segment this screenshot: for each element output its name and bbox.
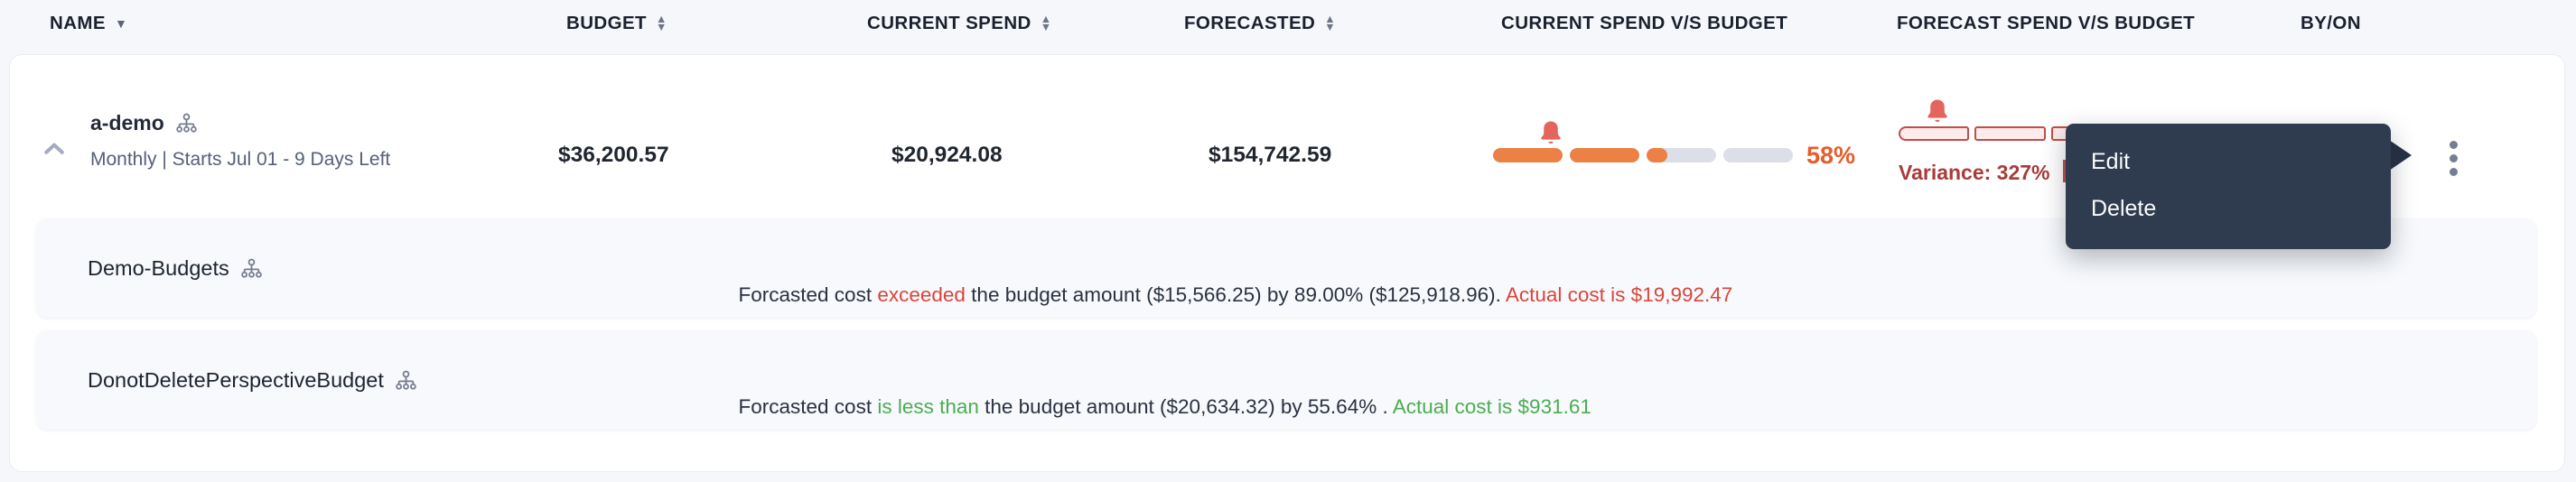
column-header-current-spend-label: CURRENT SPEND — [867, 13, 1031, 33]
progress-segment — [1974, 126, 2046, 141]
sub-budget-row: DonotDeletePerspectiveBudget Forcasted c… — [36, 330, 2536, 430]
column-header-budget[interactable]: BUDGET ▲ ▼ — [566, 12, 667, 35]
context-menu: Edit Delete — [2066, 124, 2391, 249]
context-menu-edit[interactable]: Edit — [2091, 149, 2131, 174]
message-text: Forcasted cost — [738, 283, 878, 306]
sub-budget-name: DonotDeletePerspectiveBudget — [88, 367, 384, 392]
budget-row-name-group: a-demo — [90, 108, 199, 137]
column-header-current-spend[interactable]: CURRENT SPEND ▲ ▼ — [867, 12, 1052, 35]
budget-name: a-demo — [90, 110, 164, 134]
hierarchy-icon — [176, 113, 197, 133]
forecast-variance-label: Variance: 327% — [1899, 161, 2050, 184]
current-vs-budget-progressbar — [1493, 148, 1793, 162]
message-status: exceeded — [877, 283, 966, 306]
message-actual-cost: Actual cost is $19,992.47 — [1505, 283, 1733, 306]
sub-budget-name: Demo-Budgets — [88, 255, 229, 280]
sort-icon[interactable]: ▲ ▼ — [1324, 13, 1337, 33]
current-vs-budget-percent: 58% — [1806, 142, 1856, 169]
sort-icon[interactable]: ▲ ▼ — [1040, 13, 1052, 33]
forecasted-amount: $154,742.59 — [1209, 143, 1332, 167]
hierarchy-icon — [240, 258, 262, 278]
column-header-name-label: NAME — [50, 13, 106, 33]
sub-budget-name-group: Demo-Budgets — [88, 254, 264, 283]
progress-segment — [1899, 126, 1970, 141]
forecast-message: Forcasted cost exceeded the budget amoun… — [705, 255, 1733, 306]
progress-segment — [1493, 148, 1563, 162]
sort-icon[interactable]: ▲ ▼ — [655, 13, 667, 33]
budget-amount: $36,200.57 — [558, 143, 669, 167]
column-header-forecasted-label: FORECASTED — [1184, 13, 1316, 33]
column-header-forecast-vs-budget: FORECAST SPEND V/S BUDGET — [1897, 13, 2196, 33]
context-menu-delete[interactable]: Delete — [2091, 196, 2157, 221]
forecast-message: Forcasted cost is less than the budget a… — [705, 366, 1591, 418]
column-header-current-vs-budget: CURRENT SPEND V/S BUDGET — [1501, 13, 1788, 33]
alert-bell-icon — [1922, 97, 1953, 127]
column-header-budget-label: BUDGET — [566, 13, 647, 33]
message-actual-cost: Actual cost is $931.61 — [1392, 395, 1591, 418]
alert-bell-icon — [1535, 118, 1566, 149]
collapse-chevron-icon[interactable] — [41, 135, 68, 162]
column-header-by-on: BY/ON — [2301, 13, 2361, 33]
column-header-name[interactable]: NAME ▼ — [50, 12, 127, 35]
current-spend-amount: $20,924.08 — [891, 143, 1003, 167]
budget-schedule: Monthly | Starts Jul 01 - 9 Days Left — [90, 149, 391, 170]
progress-segment — [1723, 148, 1793, 162]
hierarchy-icon — [396, 370, 416, 390]
message-text: Forcasted cost — [738, 395, 878, 418]
context-menu-arrow — [2389, 140, 2412, 171]
name-filter-caret-icon[interactable]: ▼ — [114, 16, 128, 31]
row-actions-kebab-icon[interactable] — [2446, 137, 2461, 180]
message-text: the budget amount ($15,566.25) by 89.00%… — [965, 283, 1506, 306]
message-status: is less than — [877, 395, 979, 418]
variance-divider — [2063, 160, 2066, 182]
column-header-forecasted[interactable]: FORECASTED ▲ ▼ — [1184, 12, 1336, 35]
progress-segment — [1570, 148, 1639, 162]
message-text: the budget amount ($20,634.32) by 55.64%… — [978, 395, 1393, 418]
progress-segment — [1647, 148, 1716, 162]
sub-budget-name-group: DonotDeletePerspectiveBudget — [88, 366, 418, 394]
